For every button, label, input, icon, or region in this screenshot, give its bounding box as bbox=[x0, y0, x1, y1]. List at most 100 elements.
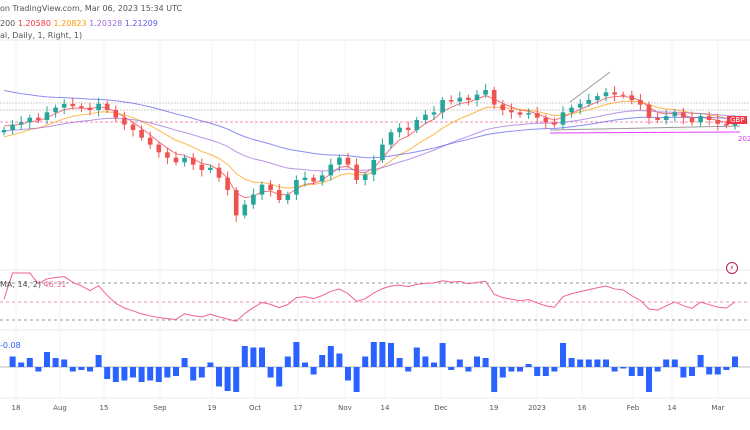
candle bbox=[113, 110, 119, 118]
histogram-bar bbox=[620, 367, 627, 369]
histogram-bar bbox=[26, 358, 33, 367]
candle bbox=[457, 97, 463, 102]
candle bbox=[724, 123, 729, 126]
histogram-bar bbox=[405, 367, 412, 372]
candle bbox=[655, 117, 660, 120]
support-line bbox=[549, 131, 741, 134]
histogram-bar bbox=[723, 367, 730, 370]
candle bbox=[689, 117, 695, 123]
candle bbox=[474, 94, 480, 100]
candle bbox=[483, 90, 488, 95]
candle bbox=[311, 177, 316, 182]
candle bbox=[251, 194, 256, 205]
histogram-bar bbox=[568, 358, 575, 367]
rsi-label: MA, 14, 2) bbox=[0, 280, 41, 289]
candle bbox=[173, 157, 179, 163]
candle bbox=[586, 100, 592, 104]
rsi-legend: MA, 14, 2) 46.31 bbox=[0, 280, 66, 289]
histogram-bar bbox=[181, 358, 188, 367]
histogram-bar bbox=[465, 367, 472, 372]
candle bbox=[53, 107, 58, 113]
x-tick-label: 19 bbox=[208, 404, 217, 412]
histogram-bar bbox=[585, 359, 592, 367]
histogram-bar bbox=[302, 362, 308, 367]
x-tick-label: 18 bbox=[12, 404, 21, 412]
candle bbox=[96, 103, 101, 110]
candle bbox=[715, 120, 721, 124]
candle bbox=[500, 104, 506, 110]
histogram-bar bbox=[224, 367, 231, 391]
histogram-bar bbox=[431, 362, 437, 367]
ma-legend: 200 1.20580 1.20823 1.20328 1.21209 bbox=[0, 19, 158, 28]
histogram-bar bbox=[61, 359, 68, 367]
histogram-bar bbox=[293, 342, 300, 367]
histogram-bar bbox=[422, 356, 429, 367]
histogram-bar bbox=[456, 359, 463, 367]
histogram-bar bbox=[560, 343, 566, 367]
histogram-bar bbox=[517, 367, 523, 372]
candle bbox=[448, 100, 454, 102]
x-tick-label: Feb bbox=[627, 404, 640, 412]
histogram-bar bbox=[147, 367, 154, 381]
histogram-bar bbox=[198, 367, 205, 378]
candle bbox=[362, 174, 368, 180]
histogram-bar bbox=[637, 367, 644, 376]
histogram-bar bbox=[327, 346, 334, 367]
candle bbox=[672, 112, 678, 117]
candle bbox=[182, 157, 187, 163]
candle bbox=[414, 120, 420, 130]
candle bbox=[543, 117, 549, 123]
histogram-bar bbox=[491, 367, 498, 392]
candle bbox=[216, 167, 222, 178]
candle bbox=[302, 177, 308, 180]
histogram-bar bbox=[216, 367, 222, 387]
x-tick-label: 16 bbox=[578, 404, 587, 412]
candle bbox=[156, 144, 162, 153]
candle bbox=[27, 117, 33, 123]
x-tick-label: Sep bbox=[153, 404, 167, 412]
histogram-bar bbox=[611, 367, 618, 372]
histogram-bar bbox=[121, 367, 128, 381]
candle bbox=[276, 190, 282, 200]
x-tick-label: 15 bbox=[100, 404, 109, 412]
candle bbox=[380, 144, 385, 160]
moving-average-2 bbox=[3, 100, 736, 189]
candle bbox=[18, 122, 24, 125]
trend-line bbox=[549, 125, 741, 131]
histogram-bar bbox=[44, 352, 50, 367]
candle bbox=[345, 157, 351, 165]
x-tick-label: 2023 bbox=[528, 404, 546, 412]
histogram-bar bbox=[474, 356, 480, 367]
candle bbox=[294, 180, 299, 195]
histogram-bar bbox=[310, 367, 317, 375]
candle bbox=[225, 177, 230, 190]
x-tick-label: 17 bbox=[294, 404, 303, 412]
candle bbox=[509, 110, 514, 113]
histogram-bar bbox=[164, 367, 171, 378]
moving-average-4 bbox=[3, 89, 736, 159]
candle bbox=[371, 160, 377, 175]
candle bbox=[595, 96, 600, 100]
candle bbox=[706, 116, 712, 120]
candle bbox=[638, 100, 643, 105]
candle bbox=[285, 194, 291, 200]
candle bbox=[233, 190, 239, 216]
candle bbox=[139, 130, 144, 138]
candle bbox=[526, 113, 531, 115]
candle bbox=[646, 104, 652, 118]
histogram-bar bbox=[138, 367, 145, 382]
candle bbox=[620, 94, 626, 96]
tradingview-logo-icon[interactable]: ⚡ bbox=[726, 262, 738, 274]
histogram-bar bbox=[250, 347, 257, 367]
histogram-bar bbox=[499, 367, 506, 378]
candle bbox=[698, 116, 703, 123]
ma-legend-prefix: 200 bbox=[0, 19, 16, 28]
histogram-bar bbox=[69, 367, 76, 372]
candle bbox=[61, 103, 67, 108]
candle bbox=[577, 103, 583, 108]
ma-value-2: 1.20823 bbox=[53, 19, 87, 28]
candle bbox=[190, 157, 196, 165]
histogram-bar bbox=[284, 356, 291, 367]
candle bbox=[405, 127, 411, 130]
